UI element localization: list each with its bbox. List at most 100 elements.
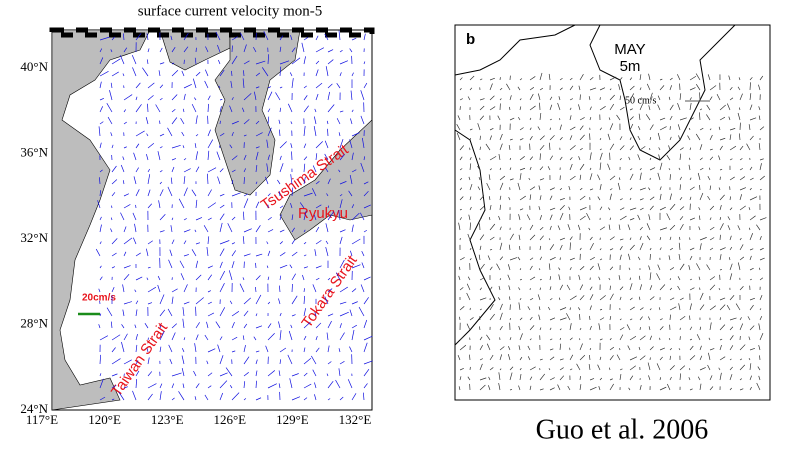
current-vector (599, 338, 603, 341)
current-vector (518, 302, 521, 311)
current-vector (159, 47, 163, 53)
current-vector (699, 184, 701, 191)
current-vector (669, 347, 673, 351)
current-vector (315, 93, 319, 101)
current-vector (629, 93, 635, 101)
current-vector (549, 387, 555, 391)
current-vector (659, 377, 662, 381)
current-vector (231, 179, 234, 185)
current-vector (302, 274, 305, 281)
current-vector (719, 205, 722, 211)
current-vector (255, 275, 261, 281)
current-vector (699, 144, 703, 151)
current-vector (719, 116, 726, 121)
current-vector (351, 224, 354, 233)
current-vector (569, 295, 577, 301)
current-vector (688, 127, 691, 131)
current-vector (195, 383, 200, 389)
current-vector (351, 204, 355, 209)
current-vector (181, 368, 185, 377)
current-vector (324, 296, 329, 305)
current-vector (216, 151, 221, 161)
current-vector (147, 383, 157, 389)
current-vector (240, 32, 245, 41)
current-vector (303, 383, 312, 389)
current-vector (598, 323, 601, 331)
current-vector (219, 145, 221, 149)
current-vector (677, 74, 681, 81)
current-vector (351, 212, 360, 221)
current-vector (709, 96, 713, 101)
current-vector (111, 252, 117, 257)
current-vector (749, 267, 754, 271)
current-vector (519, 368, 522, 371)
current-vector (759, 163, 762, 171)
current-vector (479, 223, 481, 231)
current-vector (147, 203, 153, 209)
current-vector (147, 189, 151, 197)
current-vector (749, 304, 754, 311)
current-vector (291, 314, 296, 317)
current-vector (638, 126, 641, 131)
current-vector (738, 133, 741, 141)
current-vector (678, 348, 681, 351)
current-vector (147, 103, 149, 113)
current-vector (363, 383, 368, 389)
current-vector (133, 152, 137, 161)
current-vector (756, 224, 761, 231)
current-vector (519, 167, 526, 171)
current-vector (589, 378, 595, 381)
current-vector (599, 356, 602, 361)
current-vector (230, 80, 233, 89)
current-vector (549, 348, 554, 351)
current-vector (657, 104, 661, 111)
current-vector (607, 133, 611, 141)
current-vector (619, 158, 622, 161)
current-vector (739, 285, 744, 291)
current-vector (569, 236, 573, 241)
current-vector (629, 145, 635, 151)
current-vector (459, 376, 462, 381)
current-vector (499, 143, 503, 151)
current-vector (121, 324, 125, 329)
current-vector (496, 263, 501, 271)
current-vector (756, 382, 761, 391)
current-vector (99, 335, 109, 341)
current-vector (549, 104, 553, 111)
current-vector (360, 212, 365, 221)
current-vector (351, 109, 354, 113)
current-vector (508, 244, 511, 251)
current-vector (291, 47, 296, 53)
current-vector (649, 247, 652, 251)
current-vector (207, 312, 215, 317)
current-vector (689, 278, 693, 281)
current-vector (255, 262, 257, 269)
current-vector (599, 105, 606, 111)
current-vector (529, 186, 536, 191)
current-vector (360, 284, 365, 293)
current-vector (279, 241, 283, 245)
current-vector (338, 30, 341, 41)
current-vector (255, 201, 260, 209)
current-vector (266, 139, 269, 149)
current-vector (267, 127, 272, 137)
current-vector (548, 238, 551, 241)
current-vector (639, 207, 644, 211)
current-vector (147, 143, 155, 149)
current-vector (519, 156, 525, 161)
current-vectors (95, 30, 373, 401)
current-vector (608, 224, 611, 231)
current-vector (599, 127, 603, 131)
current-vector (362, 392, 365, 401)
current-vector (689, 217, 696, 221)
current-vector (639, 97, 642, 101)
current-vector (324, 140, 329, 149)
current-vector (159, 331, 165, 341)
current-vector (147, 174, 151, 185)
current-vector (509, 296, 511, 301)
current-vector (99, 70, 109, 77)
current-vector (146, 277, 149, 281)
current-vector (749, 187, 752, 191)
current-vector (539, 153, 541, 161)
current-vector (182, 108, 185, 113)
